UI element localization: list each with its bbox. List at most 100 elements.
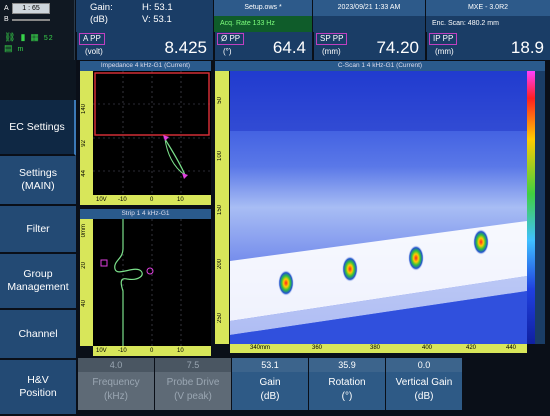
gain-v: V: 53.1 <box>142 14 172 25</box>
reading-value: 8.425 <box>164 38 207 57</box>
datetime: 2023/09/21 1:33 AM <box>313 0 425 16</box>
cscan-y-tick: 250 <box>217 313 223 324</box>
setup-file: Setup.ows * <box>214 0 312 16</box>
imp-y-tick: 92 <box>81 140 87 147</box>
reading-label: SP PP <box>316 33 348 45</box>
cscan-x-tick: 440 <box>506 345 517 351</box>
version-box: MXE - 3.0R2 Enc. Scan: 480.2 mm <box>426 0 550 32</box>
menu-top-spacer <box>0 60 76 100</box>
strip-y-tick: 20 <box>81 262 87 269</box>
impedance-x-ruler: 10V -10 0 10 <box>93 195 211 205</box>
param-unit: (V peak) <box>174 391 212 402</box>
cscan-y-ruler: 50 100 150 200 250 <box>215 71 229 344</box>
status-icons: ⛓ ▮ ▦ 52 ▤ m <box>4 32 58 54</box>
reading-value: 74.20 <box>376 38 419 57</box>
param-rotation[interactable]: 35.9 Rotation (°) <box>309 358 385 410</box>
setup-box: Setup.ows * Acq. Rate 133 Hz <box>214 0 312 32</box>
cursor-b-label: B <box>4 16 9 23</box>
cscan-title: C-Scan 1 4 kHz-G1 (Current) <box>215 61 545 71</box>
param-value: 35.9 <box>309 358 385 372</box>
menu-ec-settings[interactable]: EC Settings <box>0 100 76 156</box>
menu-settings-main[interactable]: Settings (MAIN) <box>0 156 76 206</box>
reading-ip-pp[interactable]: IP PP (mm) 18.9 <box>426 32 550 60</box>
imp-y-tick: 140 <box>81 104 87 115</box>
reading-a-pp[interactable]: A PP (volt) 8.425 <box>76 32 213 60</box>
impedance-svg <box>93 71 211 205</box>
param-name: Frequency <box>92 377 140 388</box>
strip-marker-left <box>100 259 108 267</box>
palette-side-strip <box>535 71 545 344</box>
cursor-b-value <box>12 19 50 21</box>
param-name: Rotation <box>328 377 366 388</box>
reading-label: Ø PP <box>217 33 245 45</box>
impedance-plot[interactable] <box>93 71 211 205</box>
link-icon: ⛓ <box>4 32 17 42</box>
strip-x-tick: 10 <box>177 348 184 354</box>
strip-x-ruler: 10V -10 0 10 <box>93 346 211 356</box>
cscan-x-ruler: 340mm 360 380 400 420 440 <box>230 344 527 353</box>
param-name: Vertical Gain <box>395 377 453 388</box>
impedance-marker-top <box>163 135 169 141</box>
cscan-y-tick: 100 <box>217 151 223 162</box>
reading-value: 18.9 <box>510 38 544 57</box>
imp-x-tick: -10 <box>118 197 127 203</box>
cursor-a-label: A <box>4 5 9 12</box>
gain-unit: (dB) <box>90 14 108 25</box>
grid-icon: ▦ <box>30 32 40 42</box>
strip-svg <box>100 219 182 346</box>
strip-y-tick: 0mm <box>81 224 87 238</box>
param-gain[interactable]: 53.1 Gain (dB) <box>232 358 308 410</box>
reading-value: 64.4 <box>272 38 306 57</box>
param-unit: (°) <box>341 391 353 402</box>
impedance-title: Impedance 4 kHz-G1 (Current) <box>80 61 211 71</box>
param-name: Gain <box>259 377 281 388</box>
color-palette-bar <box>527 71 535 344</box>
imp-x-tick: 10V <box>96 197 107 203</box>
strip-title: Strip 1 4 kHz-G1 <box>80 209 211 219</box>
menu-filter[interactable]: Filter <box>0 206 76 254</box>
gain-label: Gain: <box>90 2 113 13</box>
reading-sp-pp[interactable]: SP PP (mm) 74.20 <box>313 32 425 60</box>
strip-x-tick: -10 <box>118 348 127 354</box>
reading-label: IP PP <box>429 33 458 45</box>
reading-label: A PP <box>79 33 105 45</box>
param-name: Probe Drive <box>166 377 220 388</box>
icon-text-1: 52 <box>43 35 54 42</box>
gain-display[interactable]: Gain: (dB) H: 53.1 V: 53.1 <box>76 0 213 32</box>
cscan-y-tick: 200 <box>217 259 223 270</box>
param-unit: (dB) <box>260 391 280 402</box>
param-value: 4.0 <box>78 358 154 372</box>
cursor-a-value: 1 : 65 <box>12 3 50 14</box>
strip-y-tick: 40 <box>81 300 87 307</box>
impedance-marker-bottom <box>182 173 188 179</box>
param-probe-drive[interactable]: 7.5 Probe Drive (V peak) <box>155 358 231 410</box>
param-vertical-gain[interactable]: 0.0 Vertical Gain (dB) <box>386 358 462 410</box>
defect-indication <box>408 245 424 271</box>
cscan-x-tick: 400 <box>422 345 433 351</box>
cscan-svg <box>230 71 527 344</box>
cscan-x-tick: 360 <box>312 345 323 351</box>
param-frequency[interactable]: 4.0 Frequency (kHz) <box>78 358 154 410</box>
strip-plot[interactable] <box>93 219 211 346</box>
gain-h: H: 53.1 <box>142 2 173 13</box>
icon-text-2: m <box>17 46 25 53</box>
enc-scan: Enc. Scan: 480.2 mm <box>426 16 550 32</box>
menu-hv-position[interactable]: H&V Position <box>0 360 76 416</box>
menu-channel[interactable]: Channel <box>0 310 76 360</box>
reading-phase-pp[interactable]: Ø PP (°) 64.4 <box>214 32 312 60</box>
impedance-y-ruler <box>80 71 93 205</box>
sd-card-icon: ▤ <box>4 43 14 53</box>
cscan-x-tick: 380 <box>370 345 381 351</box>
reading-unit: (mm) <box>435 47 454 56</box>
cscan-y-tick: 150 <box>217 205 223 216</box>
menu-group-management[interactable]: Group Management <box>0 254 76 310</box>
reading-unit: (volt) <box>85 47 103 56</box>
acq-rate: Acq. Rate 133 Hz <box>214 16 312 32</box>
param-unit: (kHz) <box>104 391 128 402</box>
strip-x-tick: 0 <box>150 348 154 354</box>
defect-indication <box>278 270 294 296</box>
cscan-image[interactable] <box>230 71 527 344</box>
cscan-x-tick: 420 <box>466 345 477 351</box>
